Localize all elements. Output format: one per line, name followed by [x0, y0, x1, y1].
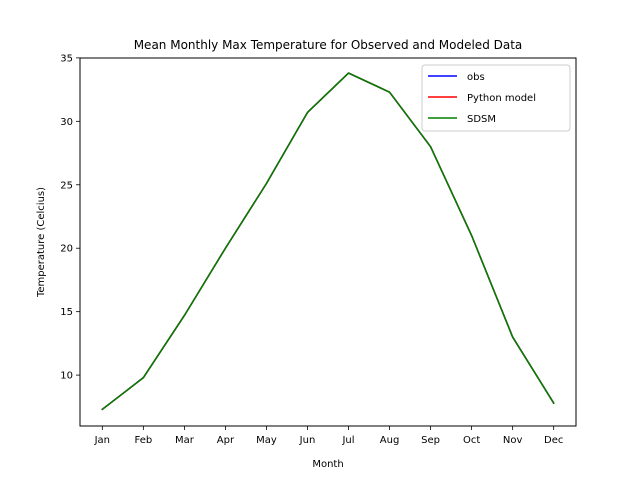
- x-tick-label: Sep: [421, 435, 440, 446]
- y-tick-label: 35: [60, 53, 73, 64]
- y-tick-label: 25: [60, 180, 73, 191]
- x-tick-label: Jun: [299, 435, 316, 446]
- series-line-sdsm: [101, 72, 555, 411]
- x-tick-label: Oct: [463, 435, 480, 446]
- x-tick-label: Jul: [341, 435, 354, 446]
- y-tick-label: 30: [60, 117, 73, 128]
- y-axis: 10 15 20 25 30 35: [60, 53, 80, 382]
- legend-label: obs: [467, 72, 485, 83]
- x-axis: Jan Feb Mar Apr May Jun Jul Aug Sep Oct Nov Dec: [94, 426, 563, 446]
- x-tick-label: Jan: [94, 435, 110, 446]
- x-tick-label: Apr: [217, 435, 235, 446]
- y-tick-label: 10: [60, 371, 73, 382]
- x-tick-label: Aug: [380, 435, 400, 446]
- series-layer: [101, 72, 555, 411]
- legend-label: SDSM: [467, 114, 496, 125]
- plot-frame: [79, 57, 577, 427]
- x-tick-label: May: [256, 435, 277, 446]
- y-tick-label: 20: [60, 244, 73, 255]
- legend-label: Python model: [467, 93, 536, 104]
- y-axis-label: Temperature (Celcius): [36, 187, 47, 298]
- x-tick-label: Mar: [175, 435, 195, 446]
- x-axis-label: Month: [312, 459, 343, 470]
- legend: obs Python model SDSM: [421, 64, 571, 132]
- chart-title: Mean Monthly Max Temperature for Observe…: [134, 38, 523, 52]
- x-tick-label: Feb: [134, 435, 152, 446]
- legend-box: [421, 64, 571, 132]
- x-tick-label: Nov: [503, 435, 523, 446]
- x-tick-label: Dec: [544, 435, 563, 446]
- y-tick-label: 15: [60, 307, 73, 318]
